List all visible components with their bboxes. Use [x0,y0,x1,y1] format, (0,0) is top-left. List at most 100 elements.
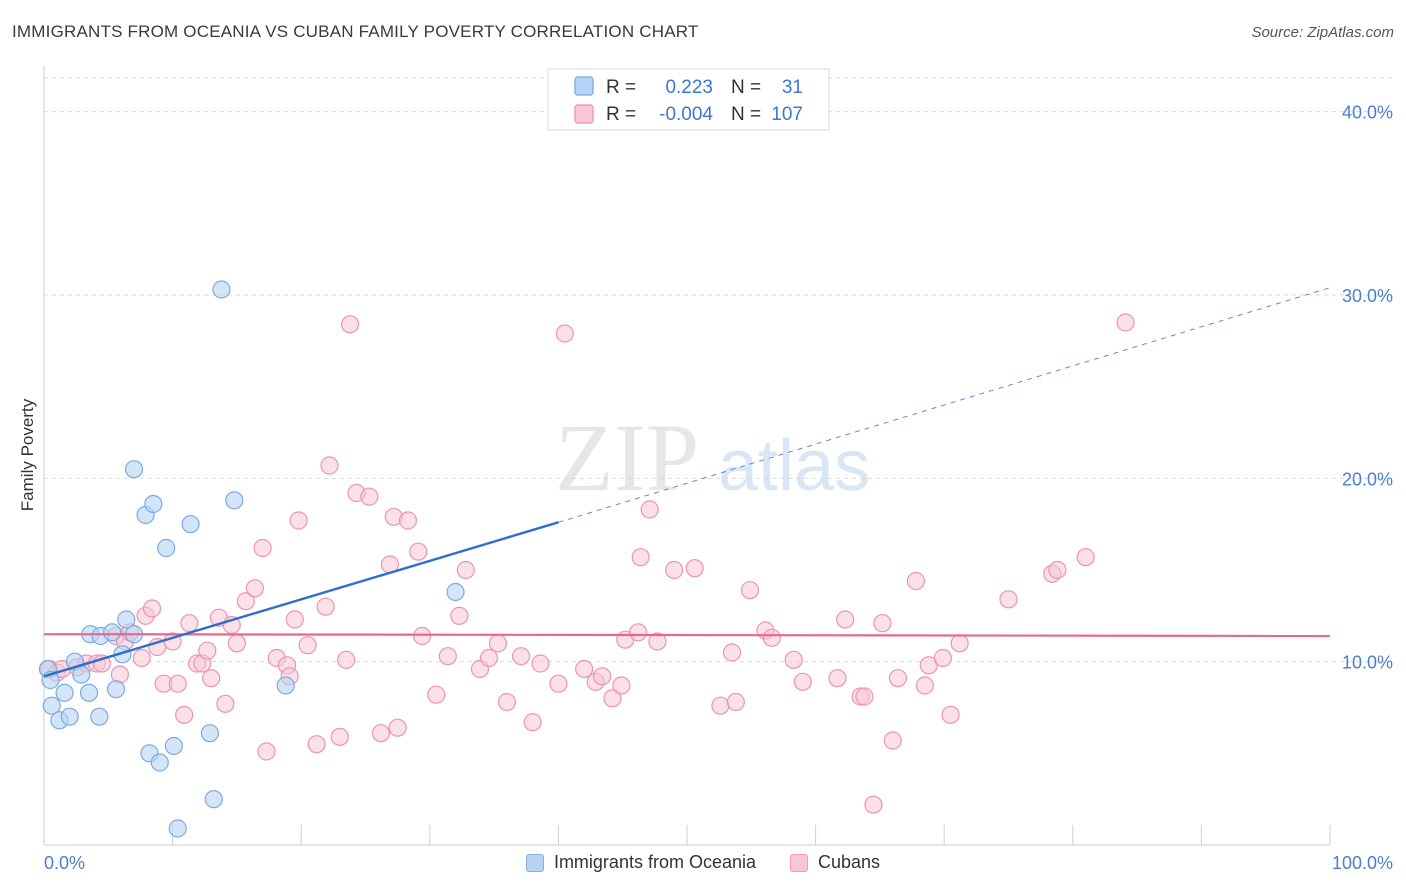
cuban-point-51 [409,542,428,561]
cuban-point-102 [1048,560,1067,580]
x-tick-label-min: 0.0% [44,853,85,873]
source-credit: Source: ZipAtlas.com [1251,24,1394,41]
cuban-point-97 [933,648,953,668]
cuban-point-90 [864,795,883,814]
cuban-point-45 [360,487,379,506]
cuban-point-61 [512,647,531,666]
oceania-trend-line [43,521,559,678]
cuban-point-85 [793,672,812,691]
cuban-point-66 [575,659,594,679]
cuban-point-95 [915,676,935,695]
y-tick-label-10: 10.0% [1342,653,1393,673]
oceania-point-13 [106,680,126,699]
y-tick-label-30: 30.0% [1342,286,1393,306]
cuban-point-53 [427,685,446,704]
cuban-point-103 [1076,548,1095,567]
oceania-point-8 [79,683,99,702]
chart-title: IMMIGRANTS FROM OCEANIA VS CUBAN FAMILY … [12,22,699,41]
cuban-point-80 [726,692,745,712]
cuban-point-37 [298,636,317,655]
cuban-point-46 [371,724,391,743]
legend-r-value-cuban: -0.004 [659,104,713,125]
oceania-point-17 [124,460,144,479]
cuban-point-31 [257,742,276,761]
legend-swatch-cuban-bottom [790,853,808,872]
legend-item-oceania: Immigrants from Oceania [525,852,756,873]
cuban-point-65 [555,324,574,343]
cuban-point-36 [289,511,308,530]
legend-box [547,68,830,131]
legend-label-cuban: Cubans [818,852,881,872]
cuban-point-63 [531,654,550,673]
cuban-point-73 [631,548,650,567]
cuban-point-99 [950,634,969,653]
cuban-point-35 [285,610,304,629]
cuban-point-23 [202,669,221,688]
oceania-point-29 [225,491,244,510]
cuban-point-75 [648,632,667,651]
cuban-point-17 [168,674,187,693]
cuban-trend-line [43,633,1331,638]
series-legend: Immigrants from Oceania Cubans [0,852,1406,873]
cuban-point-18 [175,705,194,724]
cuban-point-83 [762,628,781,647]
cuban-point-55 [450,606,469,625]
legend-swatch-oceania [574,76,594,96]
legend-item-cuban: Cubans [790,852,880,873]
oceania-point-27 [204,790,223,809]
y-axis-label: Family Poverty [18,398,37,511]
watermark-zip: ZIP [555,404,699,511]
oceania-point-23 [164,736,183,756]
oceania-point-2 [42,696,61,715]
cuban-point-19 [180,614,199,633]
cuban-point-13 [142,599,162,618]
cuban-point-104 [1116,313,1135,332]
cuban-point-50 [398,511,418,530]
oceania-point-22 [157,538,176,558]
cuban-point-68 [593,667,612,686]
cuban-point-29 [245,579,265,598]
cuban-point-11 [132,648,151,668]
cuban-point-81 [740,581,760,600]
axes [43,66,1331,846]
oceania-point-15 [117,610,136,629]
legend-r-value-oceania: 0.223 [665,77,713,98]
y-tick-label-40: 40.0% [1342,103,1393,123]
trend-lines [43,287,1331,678]
x-tick-label-max: 100.0% [1332,853,1393,873]
oceania-point-20 [144,494,163,514]
legend-r-label-cuban: R = [606,104,636,125]
cuban-point-25 [216,694,235,713]
oceania-point-5 [60,707,79,726]
cuban-point-70 [612,676,631,695]
cuban-point-76 [665,560,684,580]
y-tick-labels: 10.0% 20.0% 30.0% 40.0% [1342,103,1393,673]
oceania-point-24 [168,819,187,838]
cuban-point-78 [711,696,730,715]
watermark-atlas: atlas [718,426,870,506]
oceania-point-4 [55,683,74,702]
cuban-point-69 [603,689,622,708]
cuban-point-62 [523,713,542,732]
cuban-point-94 [906,571,926,591]
cuban-point-74 [640,500,659,519]
oceania-point-12 [103,623,122,642]
cuban-point-43 [340,315,360,334]
cuban-point-64 [549,674,568,693]
oceania-point-26 [200,724,219,743]
cuban-point-93 [888,669,908,688]
oceania-point-30 [276,676,295,695]
cuban-point-59 [488,634,508,653]
cuban-point-38 [307,735,326,754]
cuban-point-41 [330,727,349,746]
cuban-point-52 [412,626,432,646]
oceania-trend-extension [558,287,1331,523]
cuban-point-40 [320,456,339,475]
cuban-point-49 [388,718,407,737]
legend-swatch-oceania-bottom [525,853,544,872]
cuban-point-58 [479,648,499,668]
cuban-point-30 [253,538,272,558]
cuban-point-42 [337,650,356,669]
cuban-point-28 [236,592,256,611]
gridlines [44,77,1393,663]
